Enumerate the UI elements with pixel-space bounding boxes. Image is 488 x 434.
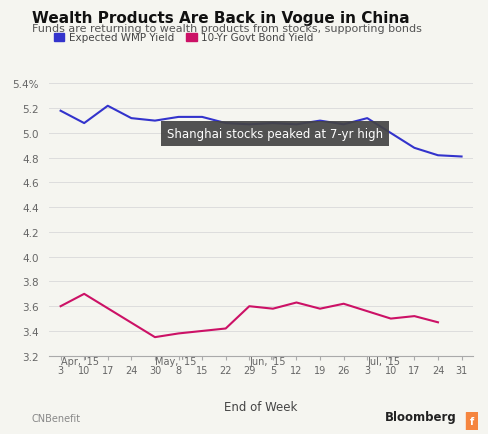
Text: Jun, '15: Jun, '15 <box>249 356 286 366</box>
Text: Shanghai stocks peaked at 7-yr high: Shanghai stocks peaked at 7-yr high <box>167 128 383 140</box>
Text: Funds are returning to wealth products from stocks, supporting bonds: Funds are returning to wealth products f… <box>32 24 422 34</box>
Text: Bloomberg: Bloomberg <box>385 410 456 423</box>
X-axis label: End of Week: End of Week <box>224 400 298 413</box>
Text: Apr, '15: Apr, '15 <box>61 356 99 366</box>
Text: f: f <box>470 416 474 426</box>
Bar <box>466 412 478 430</box>
Text: May, '15: May, '15 <box>155 356 196 366</box>
Legend: Expected WMP Yield, 10-Yr Govt Bond Yield: Expected WMP Yield, 10-Yr Govt Bond Yiel… <box>54 33 313 43</box>
Text: Jul, '15: Jul, '15 <box>367 356 400 366</box>
Text: CNBenefit: CNBenefit <box>32 413 81 423</box>
Text: Wealth Products Are Back in Vogue in China: Wealth Products Are Back in Vogue in Chi… <box>32 11 409 26</box>
